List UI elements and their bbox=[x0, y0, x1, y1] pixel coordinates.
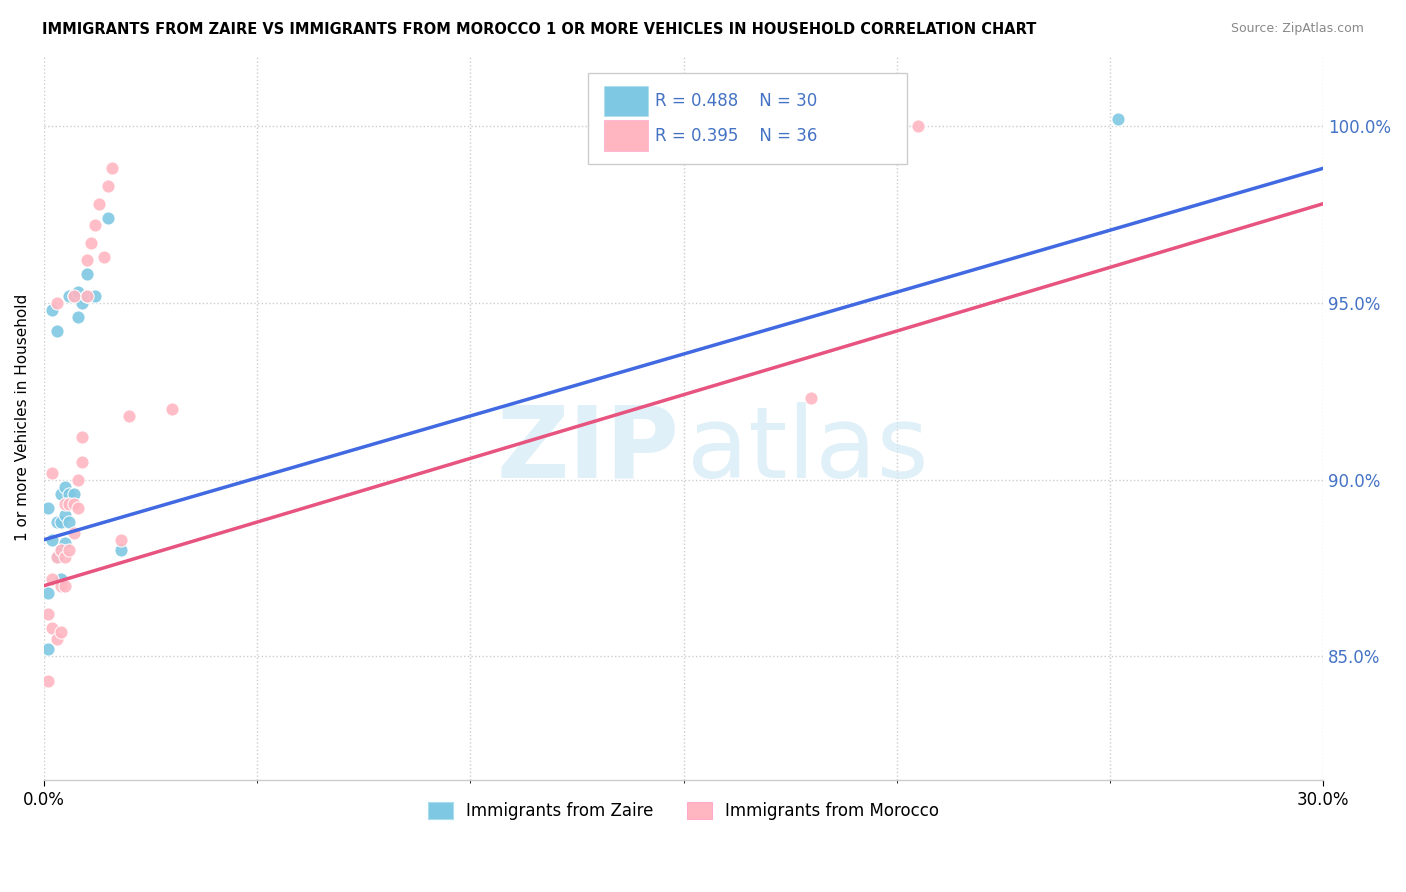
Point bbox=[907, 119, 929, 133]
Point bbox=[49, 487, 72, 501]
Point bbox=[66, 473, 89, 487]
Point bbox=[58, 543, 80, 558]
Legend: Immigrants from Zaire, Immigrants from Morocco: Immigrants from Zaire, Immigrants from M… bbox=[422, 795, 946, 826]
Point bbox=[58, 288, 80, 302]
Point bbox=[49, 515, 72, 529]
Point bbox=[37, 642, 59, 657]
Point bbox=[97, 179, 120, 194]
Point bbox=[45, 550, 67, 565]
Text: IMMIGRANTS FROM ZAIRE VS IMMIGRANTS FROM MOROCCO 1 OR MORE VEHICLES IN HOUSEHOLD: IMMIGRANTS FROM ZAIRE VS IMMIGRANTS FROM… bbox=[42, 22, 1036, 37]
Point bbox=[62, 288, 84, 302]
Point bbox=[49, 543, 72, 558]
Point bbox=[76, 288, 98, 302]
Text: R = 0.395    N = 36: R = 0.395 N = 36 bbox=[655, 127, 818, 145]
Point bbox=[630, 115, 652, 129]
Point bbox=[118, 409, 141, 423]
Point bbox=[53, 508, 76, 522]
Point bbox=[37, 586, 59, 600]
Point bbox=[45, 550, 67, 565]
Point bbox=[41, 572, 63, 586]
Point bbox=[49, 572, 72, 586]
Point bbox=[53, 536, 76, 550]
Point bbox=[110, 533, 132, 547]
Point bbox=[62, 525, 84, 540]
Point bbox=[84, 288, 107, 302]
Point bbox=[110, 543, 132, 558]
Point bbox=[66, 285, 89, 300]
Point bbox=[72, 430, 94, 444]
Point bbox=[41, 533, 63, 547]
Point bbox=[58, 515, 80, 529]
Point bbox=[37, 674, 59, 689]
Point bbox=[97, 211, 120, 225]
Point bbox=[53, 579, 76, 593]
Point bbox=[72, 455, 94, 469]
Point bbox=[1107, 112, 1129, 126]
Point bbox=[800, 391, 823, 405]
Point bbox=[62, 487, 84, 501]
Point bbox=[45, 324, 67, 338]
Point bbox=[37, 607, 59, 621]
Text: R = 0.488    N = 30: R = 0.488 N = 30 bbox=[655, 92, 818, 110]
Point bbox=[49, 543, 72, 558]
Point bbox=[62, 288, 84, 302]
Text: ZIP: ZIP bbox=[496, 402, 679, 499]
FancyBboxPatch shape bbox=[605, 120, 648, 151]
Point bbox=[49, 624, 72, 639]
Point bbox=[53, 550, 76, 565]
Point bbox=[37, 500, 59, 515]
Point bbox=[58, 497, 80, 511]
Point bbox=[41, 302, 63, 317]
Point bbox=[41, 466, 63, 480]
Text: Source: ZipAtlas.com: Source: ZipAtlas.com bbox=[1230, 22, 1364, 36]
Point bbox=[45, 515, 67, 529]
Point bbox=[160, 401, 183, 416]
Point bbox=[76, 253, 98, 268]
Point bbox=[84, 218, 107, 232]
Point bbox=[89, 196, 111, 211]
Point bbox=[53, 480, 76, 494]
Point bbox=[58, 487, 80, 501]
Y-axis label: 1 or more Vehicles in Household: 1 or more Vehicles in Household bbox=[15, 294, 30, 541]
Point bbox=[101, 161, 124, 176]
Point bbox=[76, 268, 98, 282]
Point bbox=[53, 497, 76, 511]
Point bbox=[66, 500, 89, 515]
Point bbox=[80, 235, 103, 250]
FancyBboxPatch shape bbox=[605, 86, 648, 116]
Point bbox=[76, 288, 98, 302]
Point bbox=[45, 295, 67, 310]
Point bbox=[45, 632, 67, 646]
Point bbox=[62, 497, 84, 511]
Point bbox=[66, 310, 89, 324]
Point bbox=[72, 295, 94, 310]
Point bbox=[93, 250, 115, 264]
Point bbox=[49, 579, 72, 593]
Point bbox=[41, 621, 63, 635]
FancyBboxPatch shape bbox=[588, 73, 907, 164]
Text: atlas: atlas bbox=[688, 402, 929, 499]
